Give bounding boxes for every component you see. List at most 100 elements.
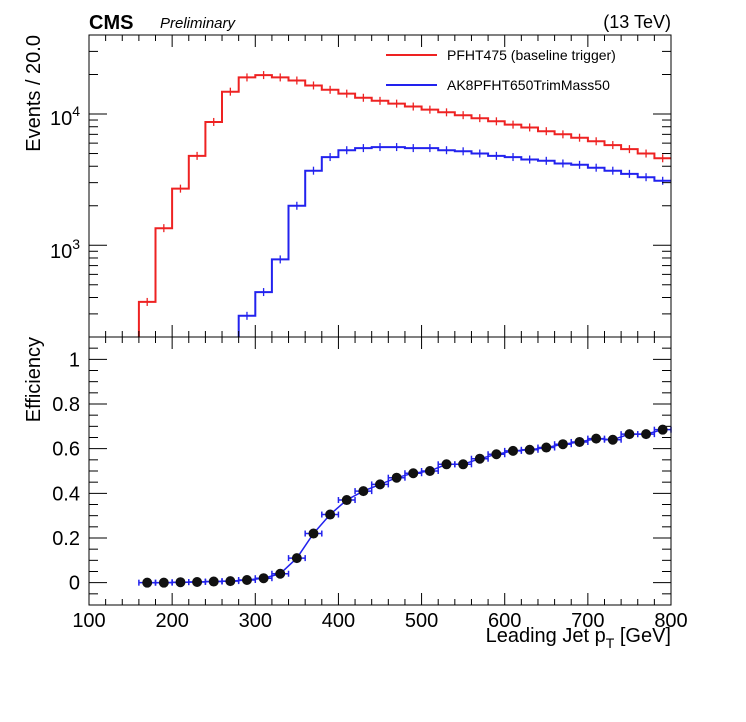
y-tick-label: 0.8 (52, 394, 80, 416)
x-tick-label: 700 (571, 610, 604, 632)
efficiency-point (154, 577, 173, 588)
marker (275, 568, 286, 579)
marker (341, 495, 352, 506)
marker (557, 439, 568, 450)
efficiency-point (271, 568, 290, 579)
y-tick-label: 1 (69, 349, 80, 371)
efficiency-point (537, 442, 556, 453)
efficiency-point (370, 479, 390, 490)
histogram-series-1 (137, 74, 671, 337)
efficiency-frame (88, 336, 672, 606)
marker (541, 442, 552, 453)
events-panel: Events / 20.0 104 103 PFHT475 (baseline … (23, 34, 672, 338)
efficiency-axis-ticks: 100 200 300 400 500 600 700 800 0 0.2 0.4 0.6 0.8 1 (52, 336, 688, 632)
status-label: Preliminary (160, 15, 237, 32)
efficiency-point (587, 433, 606, 444)
marker (391, 472, 402, 483)
marker (208, 576, 219, 587)
marker (424, 466, 435, 476)
marker (241, 574, 252, 585)
efficiency-point (520, 444, 539, 455)
marker (458, 459, 469, 470)
marker (158, 577, 169, 588)
efficiency-point (620, 429, 639, 440)
marker (175, 577, 186, 588)
efficiency-point (470, 453, 489, 464)
marker (358, 486, 369, 497)
marker (325, 509, 336, 520)
efficiency-point (337, 495, 356, 506)
efficiency-point (603, 434, 622, 445)
x-tick-label: 500 (405, 610, 438, 632)
efficiency-points (138, 424, 672, 588)
legend: PFHT475 (baseline trigger) AK8PFHT650Tri… (386, 47, 616, 93)
marker (441, 459, 452, 470)
efficiency-point (636, 429, 656, 440)
y-tick-label: 0 (69, 573, 80, 595)
efficiency-point (204, 576, 223, 587)
experiment-label: CMS (89, 12, 133, 34)
legend-entry-baseline: PFHT475 (baseline trigger) (447, 47, 616, 63)
marker (474, 453, 485, 464)
efficiency-point (321, 509, 340, 520)
marker (291, 553, 302, 564)
efficiency-point (387, 472, 406, 483)
efficiency-point (404, 468, 423, 479)
efficiency-point (188, 576, 207, 587)
y-tick-label: 0.6 (52, 439, 80, 461)
efficiency-point (171, 577, 190, 588)
marker (508, 445, 519, 456)
marker (624, 429, 635, 440)
marker (491, 449, 502, 460)
efficiency-point (503, 445, 523, 456)
events-y-axis-label: Events / 20.0 (23, 35, 45, 152)
efficiency-point (420, 466, 439, 476)
marker (258, 573, 269, 584)
efficiency-point (553, 439, 572, 450)
marker (375, 479, 385, 490)
efficiency-point (237, 574, 257, 585)
efficiency-point (570, 436, 589, 447)
efficiency-point (287, 553, 306, 564)
efficiency-point (454, 459, 473, 470)
efficiency-point (487, 449, 506, 460)
efficiency-point (354, 486, 373, 497)
tick-label-1e4: 104 (50, 103, 80, 130)
y-tick-label: 0.4 (52, 483, 80, 505)
x-tick-label: 600 (488, 610, 521, 632)
efficiency-point (138, 577, 157, 588)
efficiency-y-axis-label: Efficiency (23, 337, 45, 422)
efficiency-panel: 100 200 300 400 500 600 700 800 0 0.2 0.4 0.6 0.8 1 E… (23, 336, 688, 651)
x-axis-label: Leading Jet pT [GeV] (486, 625, 671, 651)
histogram-series-2 (237, 146, 671, 337)
legend-entry-signal: AK8PFHT650TrimMass50 (447, 77, 610, 93)
x-tick-label: 200 (155, 610, 188, 632)
marker (574, 436, 585, 447)
marker (408, 468, 419, 479)
efficiency-point (653, 424, 672, 435)
marker (524, 444, 535, 455)
marker (308, 528, 319, 539)
x-tick-label: 800 (654, 610, 687, 632)
energy-label: (13 TeV) (603, 12, 671, 32)
marker (641, 429, 652, 440)
efficiency-point (254, 573, 273, 584)
efficiency-point (437, 459, 456, 470)
marker (142, 577, 153, 588)
events-axis-ticks (88, 34, 672, 338)
events-histograms (137, 71, 671, 337)
efficiency-curve (147, 428, 663, 584)
marker (657, 424, 668, 435)
efficiency-point (304, 528, 323, 539)
y-tick-label: 0.2 (52, 528, 80, 550)
x-tick-label: 400 (322, 610, 355, 632)
marker (607, 434, 618, 445)
marker (225, 576, 236, 587)
x-tick-label: 100 (72, 610, 105, 632)
efficiency-point (221, 576, 240, 587)
marker (591, 433, 602, 444)
marker (192, 576, 203, 587)
tick-label-1e3: 103 (50, 236, 80, 263)
x-tick-label: 300 (239, 610, 272, 632)
